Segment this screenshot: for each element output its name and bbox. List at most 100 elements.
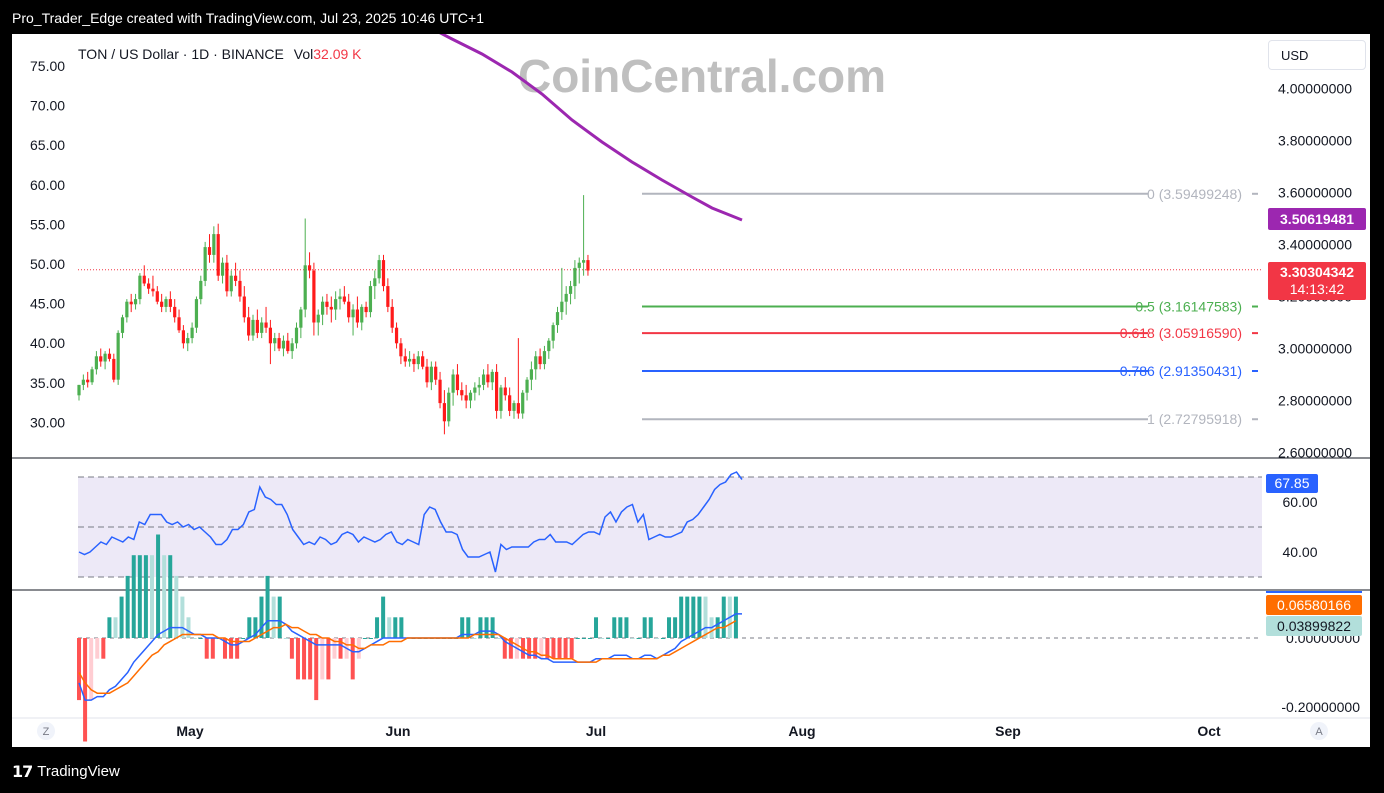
candle-body (281, 340, 286, 349)
candle-body (99, 356, 103, 362)
moving-average-line (439, 34, 743, 222)
candle-body (490, 371, 494, 383)
candle-body (194, 299, 199, 328)
candle-body (181, 330, 185, 344)
macd-histogram-bar (393, 617, 398, 638)
left-axis-label: 50.00 (30, 256, 65, 272)
macd-histogram-bar (265, 575, 270, 638)
macd-histogram-bar (168, 555, 173, 638)
candle-body (177, 317, 181, 331)
auto-scale-right-button (1310, 722, 1328, 740)
candle-body (151, 288, 155, 292)
currency-button[interactable]: USD (1268, 40, 1366, 70)
macd-histogram-bar (125, 575, 130, 638)
fib-level-label: 0.5 (3.16147583) (1135, 299, 1242, 315)
candle-body (468, 392, 473, 401)
macd-histogram-bar (247, 617, 252, 638)
macd-histogram-bar (77, 638, 81, 701)
candle-body (229, 275, 233, 292)
candle-body (351, 309, 355, 318)
candle-body (421, 356, 425, 367)
candle-body (164, 299, 168, 307)
candle-body (477, 384, 481, 388)
macd-histogram-bar (235, 638, 240, 659)
macd-histogram-bar (210, 638, 215, 659)
candle-body (133, 299, 138, 305)
macd-histogram-bar (95, 638, 100, 659)
macd-histogram-bar (101, 638, 106, 659)
candle-body (538, 356, 542, 365)
auto-scale-left-button (37, 722, 55, 740)
macd-histogram-bar (533, 638, 538, 659)
macd-histogram-bar (527, 638, 532, 659)
left-axis-label: 65.00 (30, 137, 65, 153)
macd-histogram-bar (624, 617, 629, 638)
candle-body (342, 296, 346, 302)
candle-body (377, 260, 381, 279)
macd-histogram-bar (502, 638, 507, 659)
candle-body (416, 356, 420, 365)
candle-body (199, 280, 203, 300)
macd-histogram-bar (733, 596, 738, 638)
macd-histogram-bar (581, 638, 586, 639)
time-axis-label: Aug (788, 723, 815, 739)
macd-histogram-bar (642, 617, 647, 638)
macd-histogram-bar (630, 638, 635, 639)
macd-histogram-bar (648, 617, 653, 638)
symbol-title[interactable]: TON / US Dollar · 1D · BINANCE (78, 46, 284, 62)
left-axis-label: 55.00 (30, 216, 65, 232)
macd-histogram-bar (320, 638, 325, 680)
macd-histogram-bar (545, 638, 550, 659)
candle-body (495, 371, 499, 411)
right-axis-label: 2.60000000 (1278, 445, 1352, 461)
candle-body (255, 319, 259, 333)
macd-histogram-bar (660, 638, 665, 639)
left-axis-label: 75.00 (30, 58, 65, 74)
tradingview-brand[interactable]: 17 TradingView (12, 762, 120, 781)
macd-line (78, 613, 742, 701)
rsi-axis-label: 40.00 (1282, 544, 1317, 560)
candle-body (212, 234, 216, 255)
candle-body (94, 356, 98, 370)
candle-body (381, 260, 386, 287)
candle-body (529, 369, 533, 380)
candle-body (81, 379, 85, 385)
macd-histogram-bar (131, 555, 136, 638)
candle-body (268, 327, 272, 344)
candle-body (112, 358, 116, 380)
candle-body (321, 301, 325, 315)
macd-histogram-bar (563, 638, 568, 659)
macd-histogram-bar (259, 596, 264, 638)
macd-histogram-bar (222, 638, 227, 659)
candle-body (403, 356, 407, 362)
macd-histogram-bar (484, 617, 489, 638)
macd-histogram-bar (600, 638, 605, 639)
candle-body (460, 390, 464, 396)
candle-body (220, 262, 225, 276)
macd-histogram-bar (606, 638, 611, 639)
candle-body (464, 395, 468, 401)
fib-level-label: 1 (2.72795918) (1147, 411, 1242, 427)
macd-histogram-bar (721, 596, 726, 638)
macd-histogram-bar (198, 638, 203, 639)
candle-body (190, 327, 194, 339)
macd-histogram-bar (508, 638, 513, 659)
chart-svg[interactable]: CoinCentral.com 75.00 70.00 65.00 60.00 55.00… (12, 34, 1370, 747)
macd-histogram-bar (241, 638, 246, 639)
macd-histogram-bar (149, 555, 154, 638)
candle-body (264, 322, 268, 328)
candle-body (399, 343, 403, 357)
candle-body (155, 291, 159, 302)
time-axis-label: Jun (386, 723, 411, 739)
macd-histogram-bar (362, 638, 367, 639)
left-axis-label: 70.00 (30, 98, 65, 114)
symbol-header[interactable]: TON / US Dollar · 1D · BINANCE Vol32.09 … (78, 46, 362, 62)
macd-histogram-bar (636, 638, 641, 639)
chart-panel[interactable]: CoinCentral.com 75.00 70.00 65.00 60.00 55.00… (12, 34, 1370, 747)
macd-histogram-bar (302, 638, 307, 680)
candle-body (386, 286, 390, 307)
macd-histogram-bar (496, 638, 501, 639)
candle-body (481, 374, 486, 385)
candle-body (225, 262, 229, 292)
candle-body (286, 340, 290, 352)
